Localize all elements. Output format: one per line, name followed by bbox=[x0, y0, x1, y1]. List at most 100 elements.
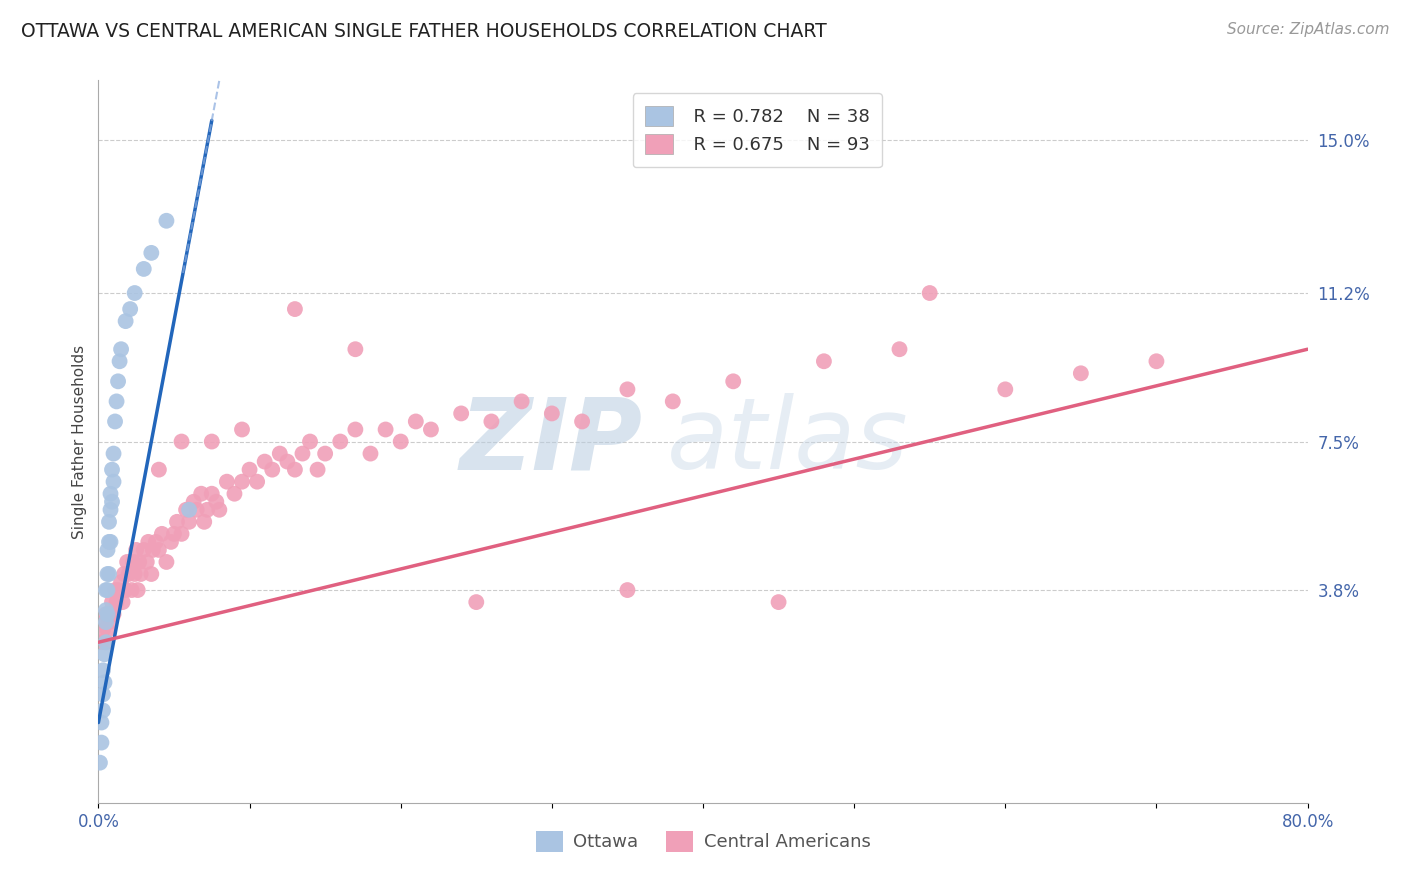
Point bbox=[104, 414, 127, 428]
Point bbox=[129, 567, 152, 582]
Point bbox=[299, 434, 322, 449]
Point bbox=[114, 314, 136, 328]
Point bbox=[510, 394, 533, 409]
Point bbox=[91, 703, 114, 717]
Point bbox=[103, 446, 125, 460]
Point bbox=[307, 462, 329, 476]
Point bbox=[124, 285, 146, 300]
Point bbox=[96, 567, 118, 582]
Point bbox=[174, 503, 197, 517]
Point bbox=[231, 423, 253, 437]
Point bbox=[94, 635, 117, 649]
Point bbox=[148, 542, 170, 557]
Point bbox=[344, 342, 367, 356]
Point bbox=[179, 503, 201, 517]
Point bbox=[170, 434, 193, 449]
Point bbox=[239, 462, 262, 476]
Point bbox=[208, 503, 231, 517]
Point bbox=[114, 583, 136, 598]
Point bbox=[100, 534, 122, 549]
Point bbox=[105, 394, 128, 409]
Point bbox=[90, 735, 112, 749]
Legend: Ottawa, Central Americans: Ottawa, Central Americans bbox=[529, 823, 877, 859]
Point bbox=[127, 583, 149, 598]
Point bbox=[284, 462, 307, 476]
Point bbox=[101, 462, 124, 476]
Point bbox=[90, 715, 112, 730]
Point bbox=[142, 542, 165, 557]
Point bbox=[96, 583, 118, 598]
Point bbox=[155, 213, 177, 227]
Point bbox=[98, 615, 121, 630]
Point bbox=[94, 583, 117, 598]
Point bbox=[98, 534, 121, 549]
Point bbox=[128, 555, 150, 569]
Point bbox=[183, 494, 205, 508]
Y-axis label: Single Father Households: Single Father Households bbox=[72, 344, 87, 539]
Point bbox=[314, 446, 336, 460]
Point bbox=[100, 503, 122, 517]
Point bbox=[136, 534, 159, 549]
Point bbox=[110, 342, 132, 356]
Point bbox=[91, 664, 114, 678]
Point bbox=[465, 595, 488, 609]
Point bbox=[125, 542, 148, 557]
Point bbox=[160, 534, 183, 549]
Point bbox=[253, 454, 276, 469]
Point bbox=[89, 756, 111, 770]
Point bbox=[94, 615, 117, 630]
Point bbox=[94, 607, 117, 622]
Point bbox=[108, 354, 131, 368]
Text: Source: ZipAtlas.com: Source: ZipAtlas.com bbox=[1226, 22, 1389, 37]
Point bbox=[170, 526, 193, 541]
Point bbox=[201, 487, 224, 501]
Point bbox=[93, 648, 115, 662]
Point bbox=[150, 526, 173, 541]
Point bbox=[889, 342, 911, 356]
Point bbox=[100, 607, 122, 622]
Point bbox=[616, 583, 638, 598]
Point bbox=[111, 595, 134, 609]
Point bbox=[661, 394, 683, 409]
Point bbox=[389, 434, 412, 449]
Point bbox=[224, 487, 246, 501]
Point bbox=[571, 414, 593, 428]
Point bbox=[193, 515, 215, 529]
Point bbox=[155, 555, 177, 569]
Point bbox=[540, 407, 562, 421]
Point bbox=[481, 414, 503, 428]
Point bbox=[101, 494, 124, 508]
Point bbox=[918, 285, 941, 300]
Point bbox=[190, 487, 212, 501]
Point bbox=[93, 675, 115, 690]
Text: OTTAWA VS CENTRAL AMERICAN SINGLE FATHER HOUSEHOLDS CORRELATION CHART: OTTAWA VS CENTRAL AMERICAN SINGLE FATHER… bbox=[21, 22, 827, 41]
Point bbox=[405, 414, 427, 428]
Point bbox=[104, 583, 127, 598]
Point bbox=[118, 567, 141, 582]
Point bbox=[616, 382, 638, 396]
Point bbox=[132, 542, 155, 557]
Point bbox=[112, 567, 135, 582]
Point bbox=[374, 423, 396, 437]
Point bbox=[145, 534, 167, 549]
Point bbox=[329, 434, 352, 449]
Point bbox=[1144, 354, 1167, 368]
Point bbox=[98, 567, 121, 582]
Point bbox=[269, 446, 291, 460]
Point bbox=[135, 555, 157, 569]
Point bbox=[110, 574, 132, 589]
Point bbox=[420, 423, 443, 437]
Point bbox=[96, 623, 118, 637]
Point bbox=[344, 423, 367, 437]
Point bbox=[101, 595, 124, 609]
Point bbox=[107, 583, 129, 598]
Point bbox=[122, 555, 145, 569]
Point bbox=[450, 407, 472, 421]
Point bbox=[768, 595, 790, 609]
Point bbox=[291, 446, 314, 460]
Point bbox=[813, 354, 835, 368]
Point bbox=[105, 595, 128, 609]
Point bbox=[723, 375, 745, 389]
Point bbox=[195, 503, 218, 517]
Point bbox=[163, 526, 186, 541]
